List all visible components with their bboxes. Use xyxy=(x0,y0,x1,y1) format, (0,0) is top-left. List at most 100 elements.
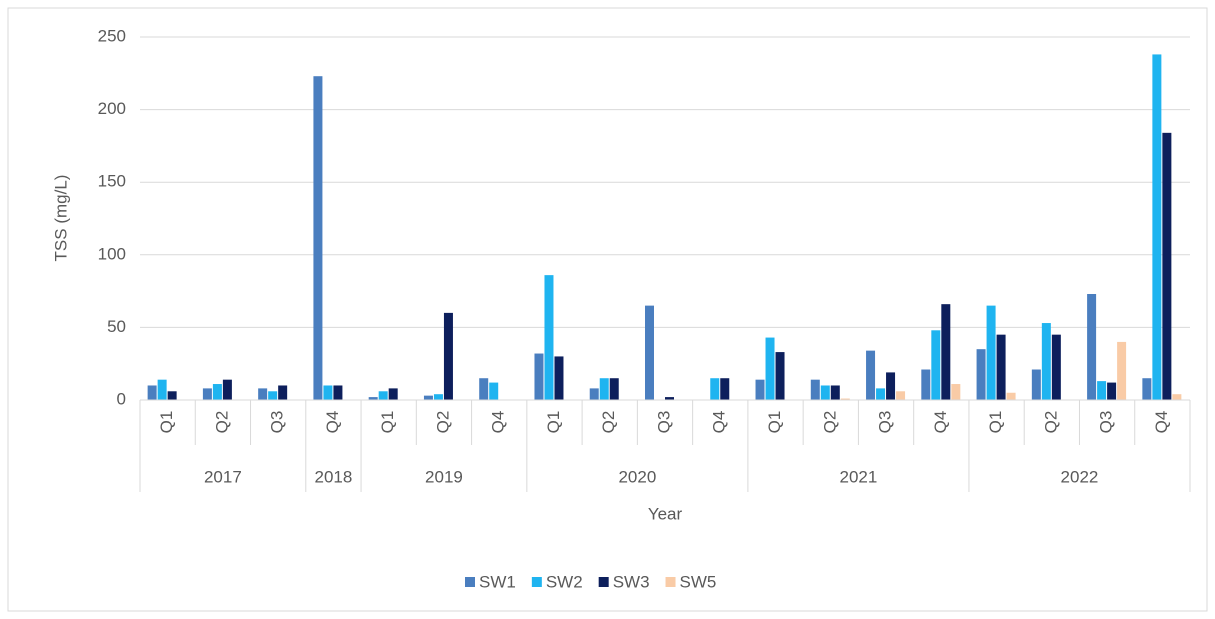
x-tick-label: Q2 xyxy=(212,411,231,434)
bar xyxy=(1162,132,1172,400)
x-tick-label: Q1 xyxy=(765,411,784,434)
bar xyxy=(258,388,268,400)
bar xyxy=(534,353,544,400)
group-label: 2021 xyxy=(840,467,878,486)
bar xyxy=(1152,54,1162,400)
bar xyxy=(323,385,333,400)
bar xyxy=(1051,334,1061,400)
bar xyxy=(840,398,850,400)
legend-swatch xyxy=(465,577,475,587)
bar xyxy=(896,391,906,400)
bar xyxy=(941,304,951,400)
x-tick-label: Q3 xyxy=(654,411,673,434)
bar xyxy=(951,384,961,400)
y-tick-label: 150 xyxy=(98,172,126,191)
bar xyxy=(830,385,840,400)
bar xyxy=(976,349,986,400)
bar xyxy=(775,352,785,400)
bar xyxy=(1031,369,1041,400)
x-tick-label: Q3 xyxy=(1097,411,1116,434)
y-tick-label: 250 xyxy=(98,26,126,45)
x-tick-label: Q2 xyxy=(1041,411,1060,434)
group-label: 2018 xyxy=(315,467,353,486)
legend-label: SW3 xyxy=(613,572,650,591)
x-tick-label: Q4 xyxy=(323,411,342,434)
bar xyxy=(433,394,443,400)
bar xyxy=(212,384,222,400)
x-tick-label: Q4 xyxy=(1152,411,1171,434)
x-tick-label: Q2 xyxy=(820,411,839,434)
x-tick-label: Q4 xyxy=(489,411,508,434)
bar xyxy=(443,312,453,400)
bar xyxy=(665,397,674,400)
legend-label: SW1 xyxy=(479,572,516,591)
bar xyxy=(544,275,554,400)
bar xyxy=(167,391,177,400)
x-tick-label: Q4 xyxy=(931,411,950,434)
bar xyxy=(1117,341,1127,400)
x-tick-label: Q1 xyxy=(544,411,563,434)
x-tick-label: Q4 xyxy=(710,411,729,434)
bar xyxy=(423,395,433,400)
x-axis-title: Year xyxy=(648,504,683,523)
bar xyxy=(765,337,775,400)
y-tick-label: 50 xyxy=(107,317,126,336)
bar xyxy=(866,350,876,400)
bar xyxy=(313,76,323,400)
bar xyxy=(820,385,830,400)
bar xyxy=(1142,378,1152,400)
legend-swatch xyxy=(531,577,542,587)
bar xyxy=(202,388,212,400)
y-tick-label: 0 xyxy=(117,389,126,408)
bar xyxy=(222,379,232,400)
x-tick-label: Q3 xyxy=(268,411,287,434)
group-label: 2020 xyxy=(618,467,656,486)
legend-label: SW2 xyxy=(546,572,583,591)
legend-swatch xyxy=(598,577,609,587)
group-label: 2022 xyxy=(1061,467,1099,486)
bar xyxy=(876,388,886,400)
bar xyxy=(1006,392,1016,400)
bar xyxy=(931,330,941,400)
legend-label: SW5 xyxy=(680,572,717,591)
bar xyxy=(489,382,499,400)
group-label: 2017 xyxy=(204,467,242,486)
bar xyxy=(1172,394,1182,400)
x-tick-label: Q1 xyxy=(378,411,397,434)
chart-border xyxy=(7,7,1208,612)
bar xyxy=(609,378,619,400)
bar xyxy=(886,372,896,400)
bar xyxy=(996,334,1006,400)
x-tick-label: Q2 xyxy=(433,411,452,434)
bar xyxy=(554,356,564,400)
x-tick-label: Q2 xyxy=(599,411,618,434)
x-tick-label: Q3 xyxy=(876,411,895,434)
bar xyxy=(1097,381,1107,400)
bar xyxy=(589,388,599,400)
bar xyxy=(147,385,157,400)
bar xyxy=(388,388,398,400)
bar xyxy=(1107,382,1117,400)
group-label: 2019 xyxy=(425,467,463,486)
bar xyxy=(810,379,820,400)
bar xyxy=(368,397,378,400)
bar xyxy=(333,385,343,400)
y-axis-title: TSS (mg/L) xyxy=(51,175,70,262)
bar xyxy=(479,378,489,400)
bar xyxy=(986,305,996,400)
bar xyxy=(921,369,931,400)
bar xyxy=(710,378,720,400)
y-tick-label: 100 xyxy=(98,244,126,263)
x-tick-label: Q1 xyxy=(157,411,176,434)
bar xyxy=(157,379,167,400)
y-tick-label: 200 xyxy=(98,99,126,118)
bar xyxy=(599,378,609,400)
bar xyxy=(378,391,388,400)
bar xyxy=(755,379,765,400)
bar xyxy=(720,378,730,400)
bar xyxy=(1041,323,1051,400)
bar xyxy=(1087,294,1097,400)
x-tick-label: Q1 xyxy=(986,411,1005,434)
bar xyxy=(268,391,278,400)
